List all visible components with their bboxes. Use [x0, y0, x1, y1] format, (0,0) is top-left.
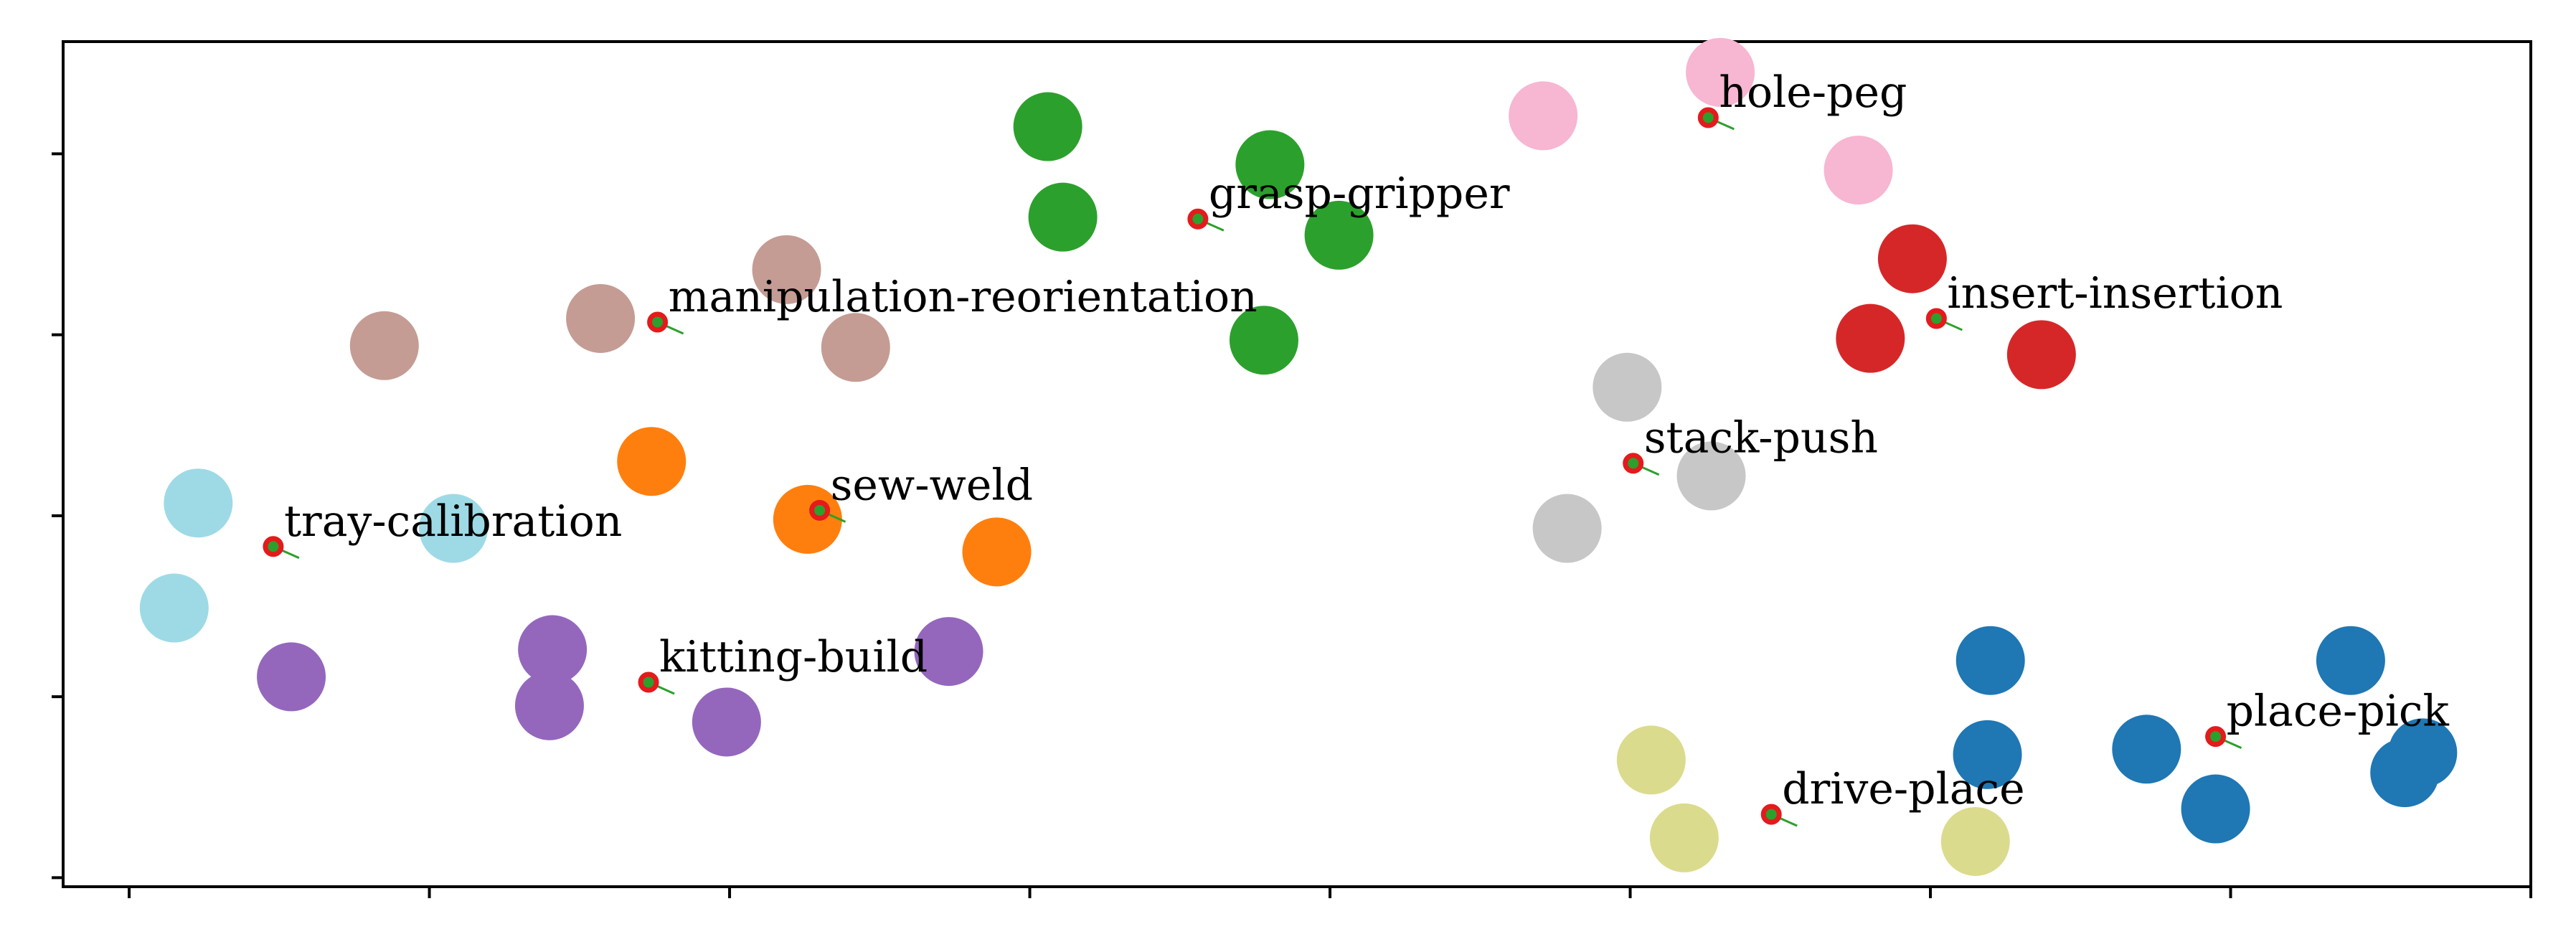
data-point	[164, 468, 233, 538]
cluster-label: kitting-build	[659, 632, 928, 682]
cluster-centroids	[263, 107, 2242, 827]
data-point	[1686, 37, 1755, 107]
centroid-marker	[2205, 726, 2227, 748]
data-point	[962, 517, 1032, 587]
data-point	[1013, 92, 1082, 161]
data-point	[1028, 182, 1098, 252]
data-point	[692, 687, 761, 757]
data-point	[2181, 774, 2250, 844]
data-point	[2112, 715, 2181, 784]
data-points	[139, 37, 2458, 876]
data-point	[1509, 81, 1578, 151]
cluster-label: insert-insertion	[1947, 268, 2283, 319]
cluster-label: sew-weld	[831, 460, 1033, 510]
data-point	[1649, 803, 1719, 872]
cluster-labels: tray-calibration manipulation-reorientati…	[284, 67, 2450, 814]
data-point	[257, 642, 326, 712]
cluster-label: grasp-gripper	[1209, 169, 1510, 219]
cluster-label: stack-push	[1644, 413, 1878, 463]
data-point	[1955, 626, 2025, 695]
plot-frame	[62, 40, 2532, 888]
centroid-marker	[647, 311, 669, 333]
cluster-label: drive-place	[1782, 764, 2024, 814]
data-point	[617, 427, 687, 496]
data-point	[349, 311, 419, 380]
data-point	[566, 283, 636, 353]
data-point	[1940, 806, 2010, 876]
data-point	[1229, 306, 1298, 375]
data-point	[1235, 130, 1305, 199]
data-point	[1532, 494, 1602, 563]
data-point	[1824, 136, 1893, 205]
data-point	[518, 615, 588, 684]
data-point	[514, 671, 584, 740]
data-point	[1676, 441, 1746, 511]
data-point	[1953, 720, 2022, 789]
data-point	[1304, 200, 1374, 270]
centroid-marker	[1697, 107, 1719, 128]
data-point	[1616, 725, 1686, 795]
data-point	[1877, 224, 1947, 293]
data-point	[419, 494, 489, 563]
data-point	[2370, 738, 2440, 808]
y-axis-ticks	[52, 152, 63, 880]
data-point	[2316, 626, 2385, 695]
cluster-label: tray-calibration	[284, 496, 622, 547]
centroid-marker	[1760, 803, 1782, 825]
centroid-marker	[638, 671, 659, 693]
data-point	[2006, 320, 2076, 390]
cluster-label: manipulation-reorientation	[669, 272, 1258, 322]
data-point	[752, 235, 821, 304]
data-point	[139, 573, 209, 643]
cluster-label: place-pick	[2227, 687, 2450, 737]
data-point	[1836, 303, 1905, 373]
cluster-label: hole-peg	[1719, 67, 1907, 118]
centroid-marker	[809, 499, 831, 521]
data-point	[914, 617, 983, 687]
centroid-marker	[1623, 453, 1644, 474]
data-point	[821, 313, 890, 382]
centroid-marker	[1925, 308, 1947, 329]
x-axis-ticks	[128, 887, 2532, 898]
data-point	[1593, 352, 1662, 422]
centroid-marker	[263, 536, 284, 557]
centroid-marker	[1187, 208, 1209, 230]
